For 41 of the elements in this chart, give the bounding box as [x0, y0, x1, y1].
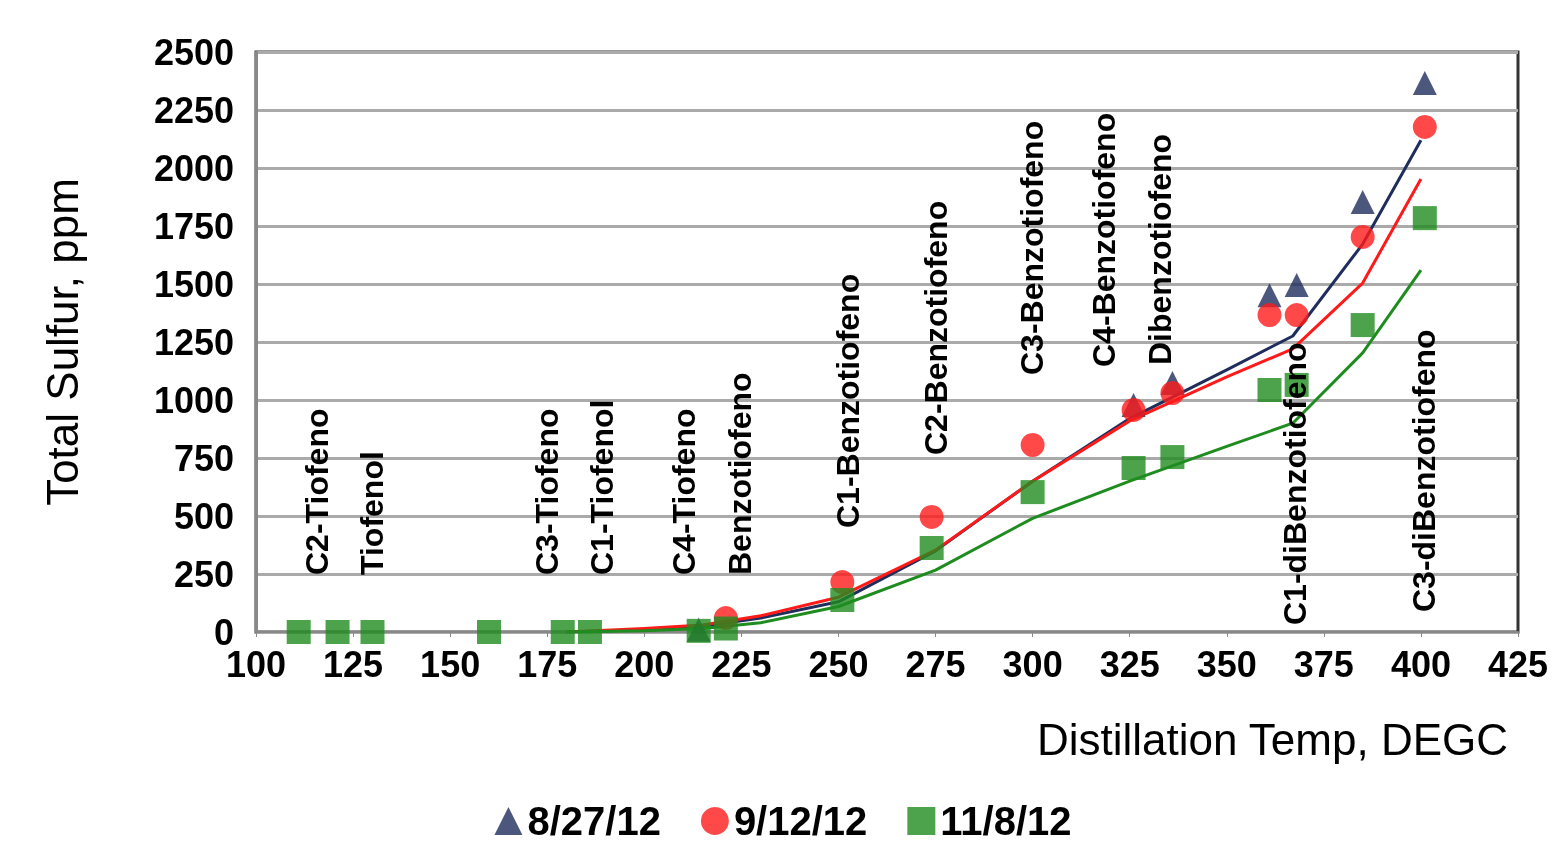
annotation: C1-diBenzotiofeno	[1277, 342, 1313, 625]
x-axis-title: Distillation Temp, DEGC	[1036, 714, 1508, 764]
annotation: C3-Tiofeno	[529, 408, 565, 575]
x-tick-label: 300	[1002, 643, 1063, 685]
y-tick-label: 2500	[153, 31, 234, 73]
legend-label: 8/27/12	[527, 799, 661, 843]
x-tick-label: 400	[1390, 643, 1451, 685]
x-tick-label: 375	[1293, 643, 1354, 685]
annotation: Tiofenol	[354, 451, 390, 575]
annotation: C3-Benzotiofeno	[1014, 120, 1050, 375]
annotation: C3-diBenzotiofeno	[1406, 329, 1442, 612]
annotation: C1-Tiofenol	[584, 399, 620, 575]
annotation: C2-Benzotiofeno	[918, 200, 954, 455]
annotation: C1-Benzotiofeno	[830, 273, 866, 528]
y-tick-label: 1750	[153, 205, 234, 247]
x-tick-label: 200	[614, 643, 675, 685]
legend-label: 9/12/12	[733, 799, 868, 843]
x-tick-label: 275	[905, 643, 966, 685]
legend-label: 11/8/12	[940, 799, 1072, 843]
annotation: Benzotiofeno	[722, 372, 758, 575]
x-tick-label: 425	[1487, 643, 1549, 685]
y-tick-label: 1000	[153, 379, 234, 421]
y-tick-label: 1500	[153, 263, 234, 305]
annotation: C4-Benzotiofeno	[1086, 112, 1122, 367]
annotation: Dibenzotiofeno	[1142, 133, 1178, 365]
x-tick-label: 175	[517, 643, 578, 685]
y-tick-label: 2000	[153, 147, 234, 189]
x-tick-label: 250	[808, 643, 869, 685]
annotation: C2-Tiofeno	[299, 408, 335, 575]
y-tick-label: 250	[173, 553, 234, 595]
annotation: C4-Tiofeno	[666, 408, 702, 575]
y-tick-label: 1250	[153, 321, 234, 363]
x-tick-label: 325	[1099, 643, 1160, 685]
y-tick-label: 2250	[153, 89, 234, 131]
y-tick-label: 750	[173, 437, 234, 479]
y-tick-label: 500	[173, 495, 234, 537]
y-axis-title: Total Sulfur, ppm	[37, 178, 87, 506]
x-tick-label: 225	[711, 643, 772, 685]
x-tick-label: 350	[1196, 643, 1257, 685]
x-tick-label: 150	[420, 643, 481, 685]
x-tick-label: 125	[323, 643, 384, 685]
